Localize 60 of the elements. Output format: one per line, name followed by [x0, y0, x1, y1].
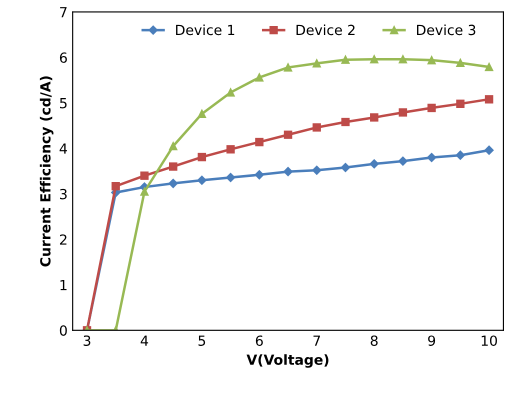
point	[427, 56, 436, 64]
point	[226, 88, 235, 97]
point	[112, 182, 120, 190]
point	[341, 56, 350, 64]
x-tick-label: 9	[428, 335, 436, 346]
x-tick-label: 4	[140, 336, 148, 346]
point	[312, 123, 321, 132]
point	[484, 62, 494, 72]
x-tick-label: 10	[482, 335, 497, 346]
point	[197, 176, 207, 185]
point	[140, 187, 149, 196]
point	[427, 104, 436, 112]
point	[169, 162, 178, 171]
point	[398, 55, 408, 64]
point	[312, 166, 322, 175]
point	[398, 156, 408, 166]
point	[312, 59, 321, 68]
x-tick-label: 6	[256, 335, 263, 346]
x-tick-label: 3	[84, 335, 90, 346]
legend-label: Device 1	[176, 24, 234, 36]
y-tick-label: 7	[60, 7, 67, 18]
x-tick-label: 5	[198, 336, 206, 346]
y-tick-label: 2	[60, 234, 66, 245]
point	[255, 138, 264, 146]
point	[283, 166, 293, 176]
y-tick-label: 0	[60, 325, 67, 336]
y-tick-label: 1	[60, 280, 67, 290]
point	[484, 95, 494, 104]
point	[427, 152, 436, 162]
point	[370, 159, 379, 168]
point	[168, 178, 178, 188]
point	[370, 55, 378, 64]
point	[284, 63, 292, 72]
point	[254, 170, 264, 180]
point	[198, 110, 206, 118]
point	[198, 152, 206, 162]
legend-label: Device 2	[296, 24, 355, 36]
legend-label: Device 3	[417, 24, 476, 36]
y-tick-label: 4	[60, 144, 68, 154]
y-axis-title: Current Efficiency (cd/A)	[40, 76, 54, 266]
point	[226, 145, 235, 154]
point	[456, 100, 465, 108]
point	[484, 146, 494, 155]
point	[456, 58, 465, 68]
y-tick-label: 3	[60, 188, 67, 200]
x-axis-title: V(Voltage)	[246, 354, 328, 368]
x-tick-label: 8	[370, 335, 378, 346]
x-tick-label: 7	[313, 336, 320, 346]
point	[140, 172, 149, 180]
point	[169, 142, 178, 150]
point	[341, 118, 350, 126]
y-tick-label: 5	[60, 98, 67, 108]
point	[370, 113, 378, 122]
point	[226, 172, 236, 182]
point	[340, 162, 350, 172]
point	[284, 130, 292, 139]
point	[255, 73, 264, 82]
point	[398, 108, 408, 117]
point	[456, 150, 465, 160]
y-tick-label: 6	[60, 52, 67, 63]
